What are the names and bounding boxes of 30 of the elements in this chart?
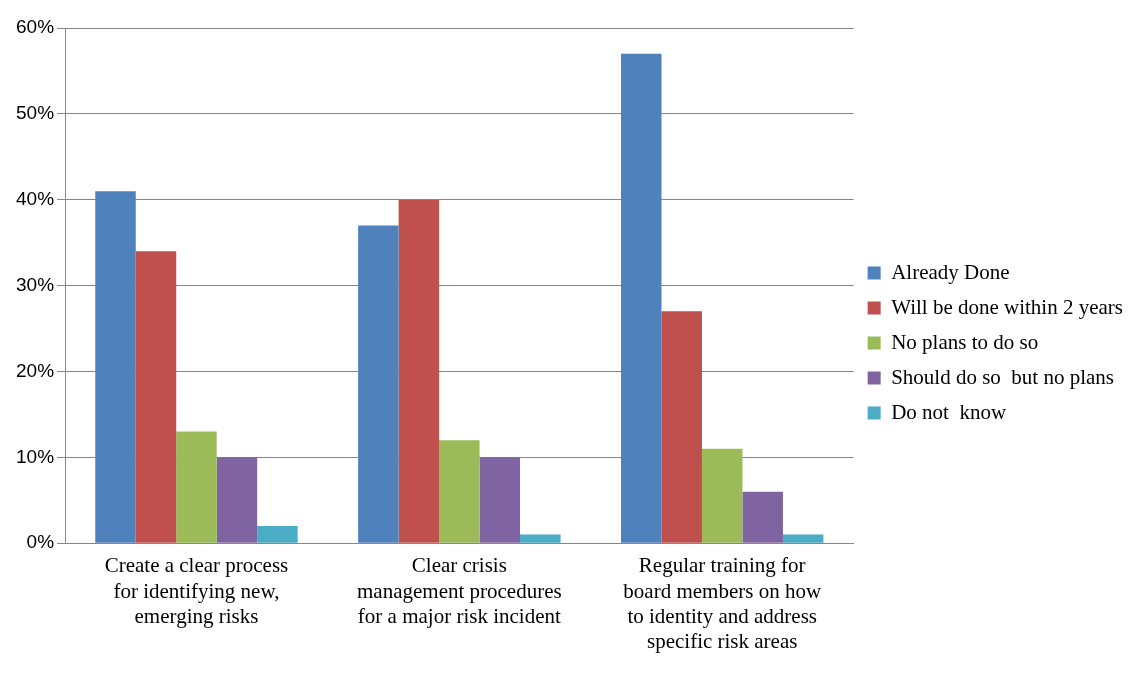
bar: [782, 534, 824, 543]
legend-label: Already Done: [891, 259, 1010, 284]
y-tick-label: 0%: [26, 531, 55, 553]
x-tick-label: Regular training for board members on how to identity and address specific risk areas: [623, 553, 822, 653]
bar: [358, 225, 399, 543]
legend-label: Should do so but no plans: [891, 364, 1115, 389]
bar: [439, 440, 480, 543]
bar: [661, 311, 702, 543]
bar: [701, 448, 743, 543]
bar: [479, 457, 521, 543]
bar: [257, 526, 298, 543]
legend-label: Will be done within 2 years: [891, 294, 1124, 319]
y-tick-label: 40%: [16, 187, 55, 209]
y-tick-label: 50%: [16, 102, 55, 124]
legend-label: No plans to do so: [891, 329, 1039, 354]
bar: [216, 457, 258, 543]
bar: [398, 199, 440, 543]
bar: [176, 431, 217, 543]
bar: [621, 53, 662, 543]
x-tick-label: Create a clear process for identifying new, emerging risks: [104, 553, 289, 628]
legend-label: Do not know: [891, 399, 1007, 424]
y-tick-label: 30%: [16, 273, 55, 295]
y-tick-label: 60%: [16, 16, 55, 38]
bar: [520, 534, 561, 543]
y-tick-label: 10%: [16, 445, 55, 467]
bar: [742, 491, 783, 543]
x-tick-label: Clear crisis management procedures for a major risk incident: [357, 553, 562, 628]
bar: [135, 251, 177, 543]
y-tick-label: 20%: [16, 359, 55, 381]
bar: [95, 191, 136, 543]
